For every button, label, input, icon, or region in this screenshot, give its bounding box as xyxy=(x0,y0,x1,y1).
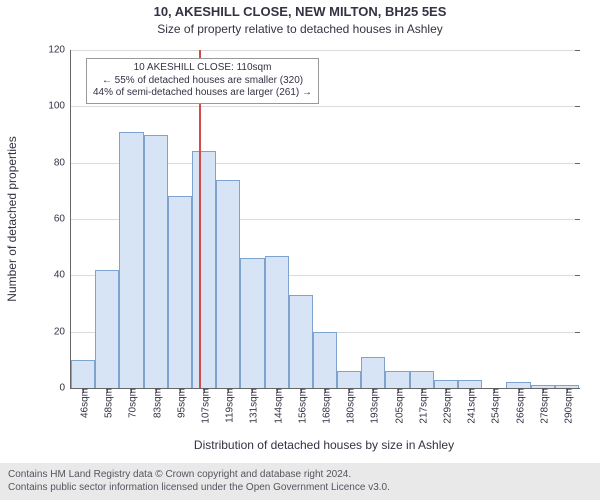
ytick-mark xyxy=(575,106,580,107)
xtick-label: 266sqm xyxy=(511,388,526,424)
bar xyxy=(192,151,216,388)
bar xyxy=(410,371,434,388)
xtick-label: 217sqm xyxy=(414,388,429,424)
ytick-mark xyxy=(575,50,580,51)
xtick-label: 254sqm xyxy=(487,388,502,424)
bar xyxy=(240,258,264,388)
xtick-label: 83sqm xyxy=(148,388,163,418)
xtick-label: 131sqm xyxy=(245,388,260,424)
xtick-label: 107sqm xyxy=(197,388,212,424)
xtick-label: 168sqm xyxy=(318,388,333,424)
attribution-footer: Contains HM Land Registry data © Crown c… xyxy=(0,463,600,500)
ytick-label: 20 xyxy=(54,326,71,337)
chart-subtitle: Size of property relative to detached ho… xyxy=(0,22,600,36)
annotation-line-1: 10 AKESHILL CLOSE: 110sqm xyxy=(93,62,312,75)
ytick-label: 40 xyxy=(54,270,71,281)
xtick-label: 95sqm xyxy=(172,388,187,418)
ytick-label: 120 xyxy=(48,45,71,56)
ytick-label: 80 xyxy=(54,157,71,168)
xtick-label: 229sqm xyxy=(438,388,453,424)
bar xyxy=(313,332,337,388)
attribution-line-2: Contains public sector information licen… xyxy=(8,482,592,495)
xtick-label: 278sqm xyxy=(535,388,550,424)
bar xyxy=(385,371,409,388)
xtick-label: 144sqm xyxy=(269,388,284,424)
ytick-label: 100 xyxy=(48,101,71,112)
chart-container: 10, AKESHILL CLOSE, NEW MILTON, BH25 5ES… xyxy=(0,0,600,500)
annotation-line-3: 44% of semi-detached houses are larger (… xyxy=(93,87,312,100)
bar xyxy=(168,196,192,388)
xtick-label: 70sqm xyxy=(124,388,139,418)
bar xyxy=(458,380,482,388)
bar xyxy=(337,371,361,388)
annotation-line-2: ← 55% of detached houses are smaller (32… xyxy=(93,75,312,88)
bar xyxy=(95,270,119,388)
ytick-label: 0 xyxy=(59,383,71,394)
bar xyxy=(361,357,385,388)
ytick-mark xyxy=(575,388,580,389)
ytick-mark xyxy=(575,332,580,333)
ytick-mark xyxy=(575,219,580,220)
attribution-line-1: Contains HM Land Registry data © Crown c… xyxy=(8,469,592,482)
xtick-label: 241sqm xyxy=(463,388,478,424)
bar xyxy=(289,295,313,388)
xtick-label: 205sqm xyxy=(390,388,405,424)
ytick-label: 60 xyxy=(54,214,71,225)
xtick-label: 119sqm xyxy=(221,388,236,423)
bar xyxy=(434,380,458,388)
bar xyxy=(265,256,289,388)
ytick-mark xyxy=(575,275,580,276)
annotation-box: 10 AKESHILL CLOSE: 110sqm ← 55% of detac… xyxy=(86,58,319,104)
grid-line xyxy=(71,106,579,107)
x-axis-label: Distribution of detached houses by size … xyxy=(70,438,578,452)
y-axis-label: Number of detached properties xyxy=(5,119,19,319)
xtick-label: 46sqm xyxy=(76,388,91,418)
bar xyxy=(119,132,143,388)
bar xyxy=(144,135,168,389)
bar xyxy=(216,180,240,388)
xtick-label: 156sqm xyxy=(293,388,308,424)
xtick-label: 193sqm xyxy=(366,388,381,424)
ytick-mark xyxy=(575,163,580,164)
xtick-label: 180sqm xyxy=(342,388,357,424)
xtick-label: 290sqm xyxy=(559,388,574,424)
bar xyxy=(71,360,95,388)
xtick-label: 58sqm xyxy=(100,388,115,418)
chart-title: 10, AKESHILL CLOSE, NEW MILTON, BH25 5ES xyxy=(0,4,600,19)
grid-line xyxy=(71,50,579,51)
